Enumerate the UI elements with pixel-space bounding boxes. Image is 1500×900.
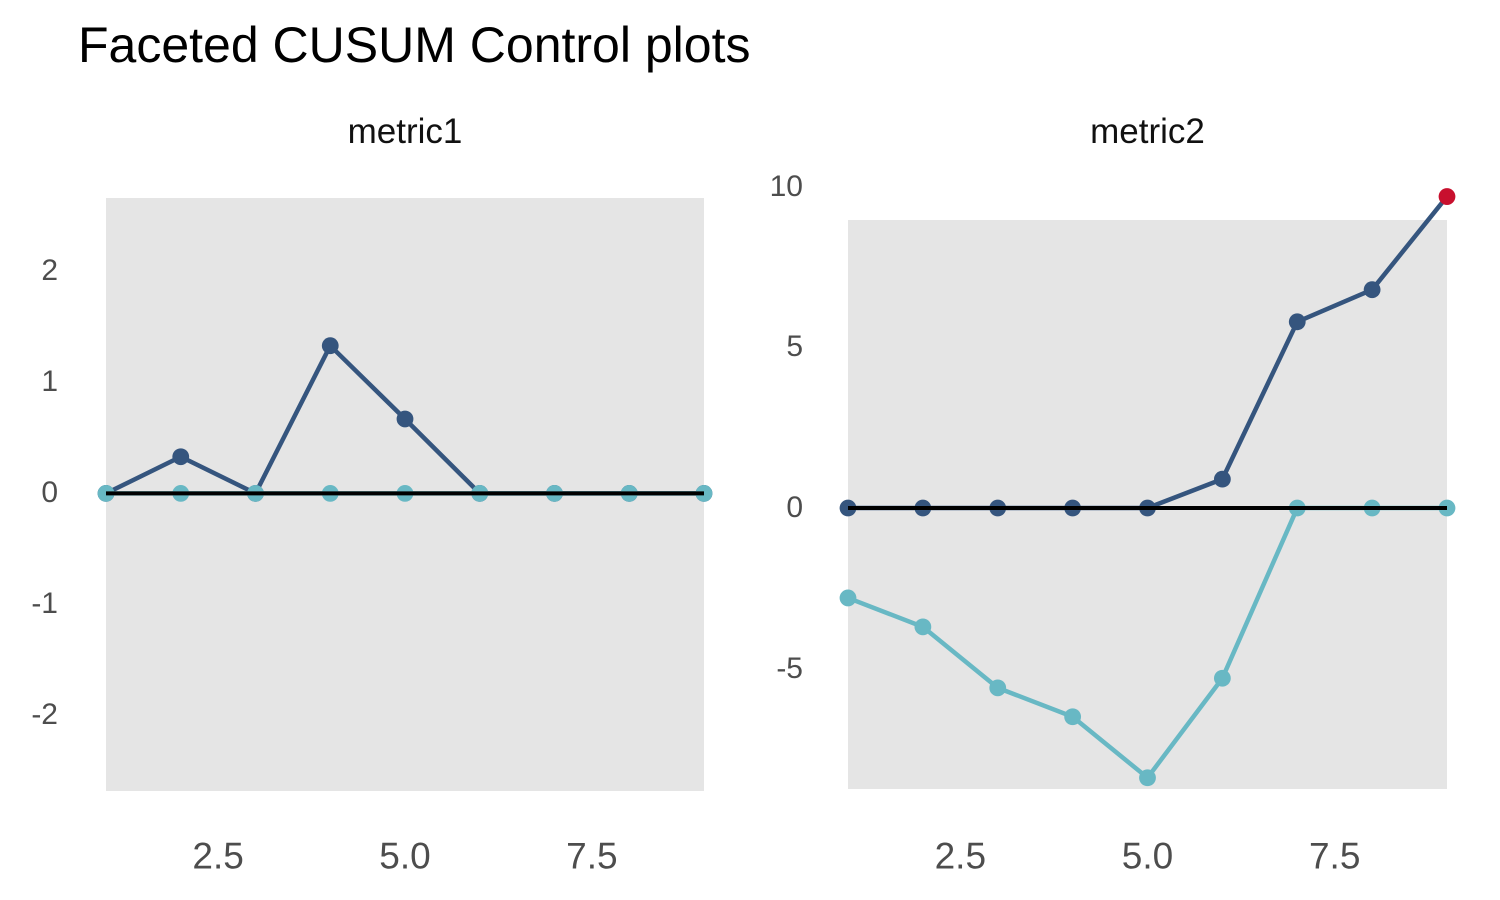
x-axis-tick-label: 7.5 (1308, 835, 1361, 877)
y-axis-tick-label: 0 (786, 491, 803, 525)
x-axis-tick-label: 5.0 (1121, 835, 1174, 877)
cusum-low-point (1064, 708, 1082, 726)
x-axis-tick-label: 2.5 (934, 835, 987, 877)
facet-title-metric1: metric1 (347, 112, 463, 151)
x-axis-tick-label: 7.5 (566, 835, 618, 877)
y-axis-tick-label: 0 (41, 476, 58, 510)
cusum-low-point (989, 679, 1007, 697)
cusum-high-point (1363, 281, 1381, 299)
y-axis-tick-label: -5 (776, 651, 803, 685)
facet-title-metric2: metric2 (1090, 112, 1205, 151)
cusum-low-point (1213, 669, 1231, 687)
cusum-low-point (1139, 769, 1156, 787)
y-axis-tick-label: 5 (786, 330, 803, 364)
y-axis-tick-label: -2 (31, 698, 58, 732)
cusum-high-point (1288, 313, 1306, 331)
signal-point (1438, 188, 1456, 205)
cusum-low-point (914, 618, 932, 636)
x-axis-tick-label: 5.0 (379, 835, 431, 877)
y-axis-tick-label: 10 (769, 169, 803, 203)
cusum-high-point (1213, 470, 1231, 488)
cusum-high-point (396, 410, 414, 428)
y-axis-tick-label: -1 (31, 587, 58, 621)
cusum-low-point (839, 589, 857, 607)
y-axis-tick-label: 2 (41, 254, 58, 288)
figure-title: Faceted CUSUM Control plots (78, 17, 751, 73)
x-axis-tick-label: 2.5 (192, 835, 244, 877)
y-axis-tick-label: 1 (41, 365, 58, 399)
cusum-high-point (321, 337, 339, 355)
cusum-high-point (172, 448, 190, 466)
